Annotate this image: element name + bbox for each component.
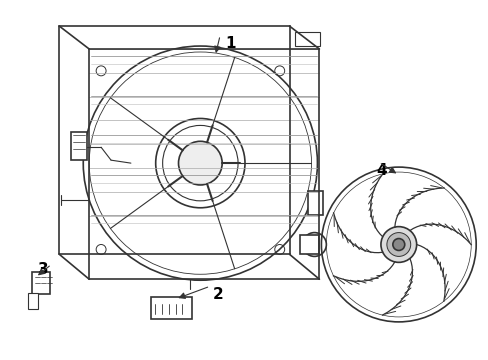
Text: 1: 1 — [224, 36, 235, 50]
Text: 3: 3 — [38, 262, 49, 277]
FancyBboxPatch shape — [294, 32, 320, 46]
Circle shape — [392, 239, 404, 251]
Circle shape — [178, 141, 222, 185]
Circle shape — [380, 227, 416, 262]
FancyBboxPatch shape — [307, 191, 323, 215]
FancyBboxPatch shape — [28, 293, 38, 309]
Circle shape — [386, 233, 410, 256]
Text: 2: 2 — [212, 287, 223, 302]
Text: 4: 4 — [376, 163, 386, 177]
FancyBboxPatch shape — [150, 297, 192, 319]
FancyBboxPatch shape — [299, 235, 319, 255]
FancyBboxPatch shape — [32, 272, 49, 294]
FancyBboxPatch shape — [71, 132, 87, 160]
